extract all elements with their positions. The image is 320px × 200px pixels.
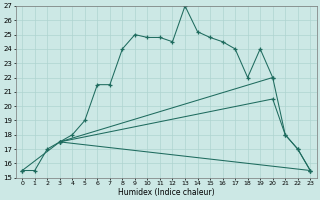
X-axis label: Humidex (Indice chaleur): Humidex (Indice chaleur) [118, 188, 214, 197]
